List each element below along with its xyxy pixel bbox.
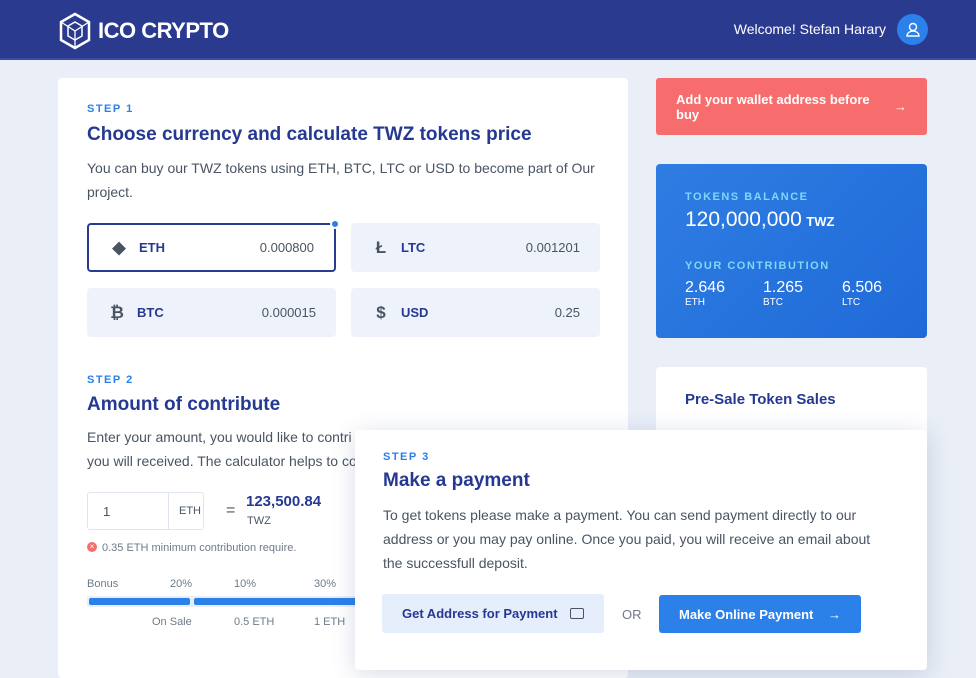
wallet-icon	[570, 608, 584, 619]
presale-title: Pre-Sale Token Sales	[685, 391, 836, 408]
dollar-icon: $	[376, 302, 386, 322]
min-contribution-note: 0.35 ETH minimum contribution require.	[102, 542, 297, 554]
brand-logo[interactable]: ICO CRYPTO	[58, 12, 229, 50]
token-result: 123,500.84	[246, 493, 322, 510]
balance-unit: TWZ	[806, 214, 835, 229]
welcome-text: Welcome! Stefan Harary	[733, 21, 886, 37]
bonus-tier-cond: 0.5 ETH	[234, 616, 275, 628]
token-result-unit: TWZ	[247, 515, 271, 527]
top-header: ICO CRYPTO Welcome! Stefan Harary	[0, 0, 976, 60]
currency-ltc[interactable]: Ł LTC 0.001201	[351, 223, 600, 272]
arrow-right-icon: →	[894, 99, 907, 114]
step2-desc-2: you will received. The calculator helps …	[87, 453, 357, 469]
bonus-segment	[89, 598, 190, 605]
logo-icon	[59, 12, 91, 50]
bonus-tier-pct: 30%	[314, 578, 337, 590]
or-separator: OR	[622, 607, 642, 622]
error-icon: ×	[87, 542, 97, 552]
contrib-ltc: 6.506 LTC	[842, 279, 883, 308]
get-address-button[interactable]: Get Address for Payment	[382, 594, 604, 633]
selected-dot	[330, 219, 340, 229]
currency-btc[interactable]: ₿ BTC 0.000015	[87, 288, 336, 337]
step2-label: STEP 2	[87, 374, 134, 386]
bonus-tier-pct: 20%	[170, 578, 193, 590]
bitcoin-icon: ₿	[110, 302, 124, 322]
currency-usd[interactable]: $ USD 0.25	[351, 288, 600, 337]
online-payment-button[interactable]: Make Online Payment →	[659, 595, 861, 633]
user-avatar[interactable]	[897, 14, 928, 45]
bonus-progress-bar	[87, 596, 357, 607]
step3-title: Make a payment	[383, 470, 530, 491]
equals-sign: =	[226, 502, 236, 519]
amount-unit: ETH	[168, 493, 201, 529]
add-wallet-button[interactable]: Add your wallet address before buy →	[656, 78, 927, 135]
step2-desc-1: Enter your amount, you would like to con…	[87, 429, 352, 445]
ethereum-icon: ◆	[112, 237, 126, 257]
amount-input[interactable]: 1 ETH	[87, 492, 204, 530]
balance-value: 120,000,000	[685, 208, 802, 231]
tokens-balance-card: TOKENS BALANCE 120,000,000 TWZ YOUR CONT…	[656, 164, 927, 338]
arrow-right-icon: →	[828, 606, 841, 622]
bonus-tier-cond: On Sale	[152, 616, 192, 628]
litecoin-icon: Ł	[375, 237, 387, 257]
bonus-tier-cond: 1 ETH	[314, 616, 346, 628]
step3-label: STEP 3	[383, 451, 430, 463]
step1-label: STEP 1	[87, 103, 134, 115]
payment-card: STEP 3 Make a payment To get tokens plea…	[355, 430, 927, 670]
balance-label: TOKENS BALANCE	[685, 191, 809, 203]
step3-desc: To get tokens please make a payment. You…	[383, 507, 871, 571]
contrib-btc: 1.265 BTC	[763, 279, 804, 308]
contrib-eth: 2.646 ETH	[685, 279, 726, 308]
step1-desc: You can buy our TWZ tokens using ETH, BT…	[87, 160, 595, 200]
brand-name: ICO CRYPTO	[98, 18, 229, 43]
contribution-label: YOUR CONTRIBUTION	[685, 260, 830, 272]
user-icon	[905, 22, 920, 37]
bonus-label: Bonus	[87, 578, 119, 590]
bonus-tier-pct: 10%	[234, 578, 257, 590]
bonus-segment	[194, 598, 357, 605]
currency-eth[interactable]: ◆ ETH 0.000800	[87, 219, 340, 272]
step1-title: Choose currency and calculate TWZ tokens…	[87, 124, 532, 145]
purchase-card: STEP 1 Choose currency and calculate TWZ…	[58, 78, 628, 678]
step2-title: Amount of contribute	[87, 394, 281, 415]
